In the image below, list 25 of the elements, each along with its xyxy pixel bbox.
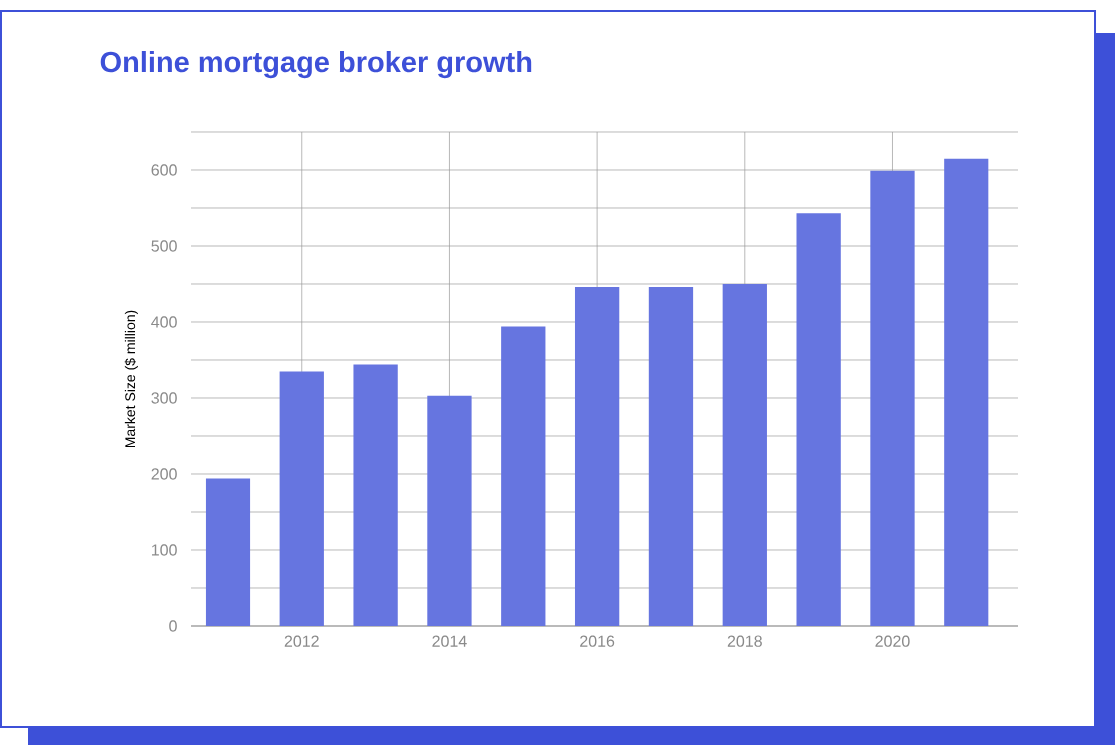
y-tick-label: 500: [151, 240, 177, 252]
y-tick-label: 300: [151, 392, 177, 404]
bar: [944, 158, 989, 626]
bar: [279, 371, 324, 626]
x-tick-label: 2020: [875, 635, 910, 647]
bar: [353, 364, 398, 626]
x-tick-label: 2014: [432, 635, 467, 647]
bar: [205, 478, 251, 626]
bar: [574, 287, 620, 626]
bar: [796, 213, 841, 626]
x-tick-label: 2012: [284, 635, 319, 647]
y-tick-label: 200: [151, 468, 177, 480]
bar: [501, 326, 546, 626]
y-tick-label: 400: [151, 316, 177, 328]
y-tick-label: 100: [152, 544, 177, 556]
bar: [648, 287, 694, 626]
y-axis-title: Market Size ($ million): [124, 310, 138, 448]
bar: [870, 170, 915, 626]
bar: [722, 284, 767, 626]
x-tick-label: 2016: [580, 635, 615, 647]
x-tick-label: 2018: [727, 635, 762, 647]
y-tick-label: 0: [169, 620, 177, 632]
chart-title: Online mortgage broker growth: [100, 50, 532, 79]
y-tick-label: 600: [151, 164, 177, 176]
bar: [427, 395, 472, 626]
